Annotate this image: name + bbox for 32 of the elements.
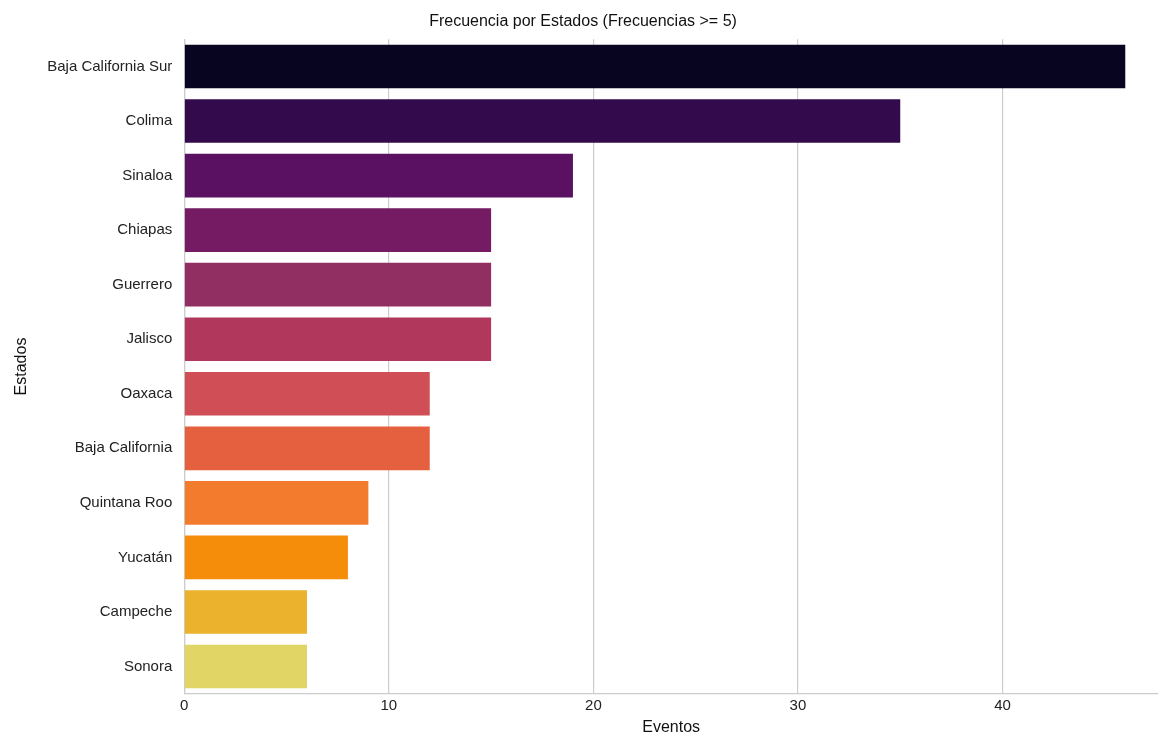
y-tick-label: Baja California xyxy=(74,438,173,456)
y-tick-label: Yucatán xyxy=(118,547,173,565)
x-tick-label: 10 xyxy=(380,695,398,713)
bar xyxy=(184,153,573,198)
y-tick-label: Quintana Roo xyxy=(79,493,173,511)
y-tick-label: Oaxaca xyxy=(120,383,173,401)
bar xyxy=(184,317,492,362)
bar xyxy=(184,208,492,252)
y-tick-label: Guerrero xyxy=(112,274,173,292)
x-tick-label: 20 xyxy=(585,695,602,713)
bar xyxy=(184,262,492,307)
bar xyxy=(184,44,1126,89)
bar xyxy=(184,644,307,689)
bar xyxy=(184,99,901,143)
chart-title: Frecuencia por Estados (Frecuencias >= 5) xyxy=(429,12,737,30)
bar xyxy=(184,481,369,525)
x-tick-label: 40 xyxy=(994,695,1011,713)
y-axis-title: Estados xyxy=(12,337,30,396)
bar xyxy=(184,426,430,471)
x-tick-label: 30 xyxy=(789,695,807,713)
x-tick-label: 0 xyxy=(180,695,189,713)
y-tick-label: Sonora xyxy=(123,656,173,674)
bar xyxy=(184,535,348,580)
bar xyxy=(184,371,430,416)
y-tick-label: Campeche xyxy=(99,602,173,620)
y-tick-label: Chiapas xyxy=(117,220,173,238)
y-tick-label: Baja California Sur xyxy=(47,56,173,74)
y-tick-label: Colima xyxy=(125,111,173,129)
y-tick-label: Jalisco xyxy=(126,329,173,347)
y-tick-label: Sinaloa xyxy=(122,165,173,183)
x-axis-title: Eventos xyxy=(642,717,701,735)
bar xyxy=(184,590,307,634)
